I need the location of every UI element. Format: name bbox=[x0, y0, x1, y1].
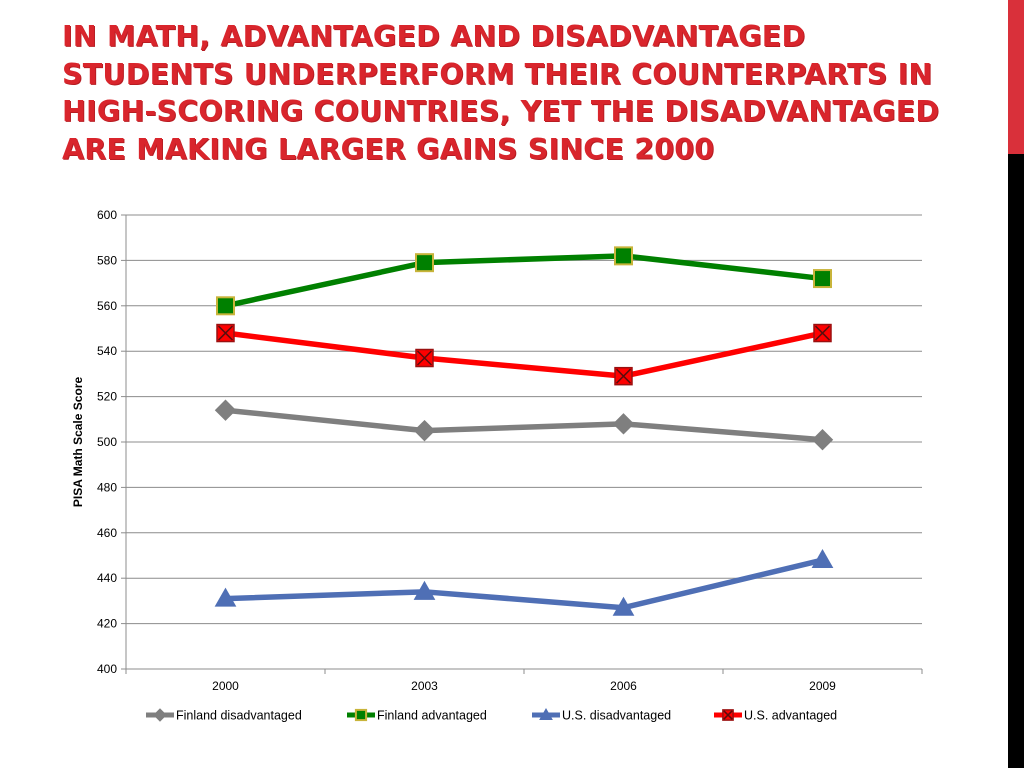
legend-item: Finland advantaged bbox=[347, 709, 487, 723]
series-line bbox=[222, 407, 826, 443]
series-u-s-disadvantaged bbox=[214, 549, 834, 616]
x-tick-label: 2006 bbox=[610, 679, 637, 693]
data-point bbox=[413, 419, 436, 442]
data-point bbox=[539, 707, 553, 720]
data-point-cross bbox=[416, 350, 433, 366]
legend-item: Finland disadvantaged bbox=[146, 708, 302, 723]
x-tick-label: 2009 bbox=[809, 679, 836, 693]
y-tick-label: 580 bbox=[97, 253, 117, 267]
series-lines bbox=[214, 246, 834, 616]
y-tick-label: 420 bbox=[97, 617, 117, 631]
series-line bbox=[222, 557, 826, 611]
slide-title: In Math, advantaged and disadvantaged st… bbox=[62, 20, 940, 166]
data-point bbox=[614, 246, 633, 266]
series-finland-disadvantaged bbox=[214, 399, 834, 451]
data-point bbox=[413, 580, 436, 600]
side-dark-bar bbox=[1008, 154, 1024, 768]
data-point bbox=[214, 399, 237, 421]
data-point-cross bbox=[814, 325, 831, 341]
legend-item: U.S. advantaged bbox=[714, 709, 837, 723]
y-tick-label: 400 bbox=[97, 662, 117, 676]
data-point-cross bbox=[723, 710, 733, 720]
data-point bbox=[813, 269, 832, 289]
data-point bbox=[811, 549, 834, 569]
series-line bbox=[222, 253, 826, 309]
data-point bbox=[722, 709, 734, 721]
legend-label: U.S. disadvantaged bbox=[562, 709, 671, 723]
legend-label: U.S. advantaged bbox=[744, 709, 837, 723]
y-tick-label: 560 bbox=[97, 299, 117, 313]
data-point bbox=[614, 366, 633, 386]
data-point bbox=[415, 253, 434, 273]
data-point bbox=[216, 323, 235, 343]
legend-label: Finland disadvantaged bbox=[176, 709, 302, 723]
data-point-cross bbox=[217, 325, 234, 341]
y-tick-label: 600 bbox=[97, 208, 117, 222]
data-point bbox=[612, 413, 635, 435]
legend: Finland disadvantaged Finland advantaged U… bbox=[146, 707, 837, 723]
legend-label: Finland advantaged bbox=[377, 709, 487, 723]
y-tick-label: 460 bbox=[97, 526, 117, 540]
x-tick-label: 2003 bbox=[411, 679, 438, 693]
legend-item: U.S. disadvantaged bbox=[532, 707, 671, 723]
data-point bbox=[811, 429, 834, 451]
y-tick-label: 440 bbox=[97, 571, 117, 585]
data-point bbox=[216, 296, 235, 316]
side-accent-bar bbox=[1008, 0, 1024, 154]
data-point bbox=[612, 596, 635, 616]
data-point bbox=[813, 323, 832, 343]
data-point bbox=[214, 587, 237, 607]
data-point bbox=[153, 708, 167, 722]
line-chart: 400 420 440 460 480 500 520 540 560 580 600 2000 200… bbox=[71, 208, 923, 723]
data-point-cross bbox=[615, 368, 632, 384]
series-line bbox=[222, 330, 826, 379]
data-point bbox=[354, 708, 368, 722]
y-axis-title: PISA Math Scale Score bbox=[71, 377, 85, 508]
y-tick-label: 520 bbox=[97, 390, 117, 404]
y-tick-label: 500 bbox=[97, 435, 117, 449]
axes: 400 420 440 460 480 500 520 540 560 580 600 2000 200… bbox=[71, 208, 923, 693]
y-tick-label: 540 bbox=[97, 344, 117, 358]
series-u-s-advantaged bbox=[216, 323, 832, 386]
y-tick-label: 480 bbox=[97, 480, 117, 494]
x-tick-label: 2000 bbox=[212, 679, 239, 693]
data-point bbox=[415, 348, 434, 368]
series-finland-advantaged bbox=[216, 246, 832, 316]
